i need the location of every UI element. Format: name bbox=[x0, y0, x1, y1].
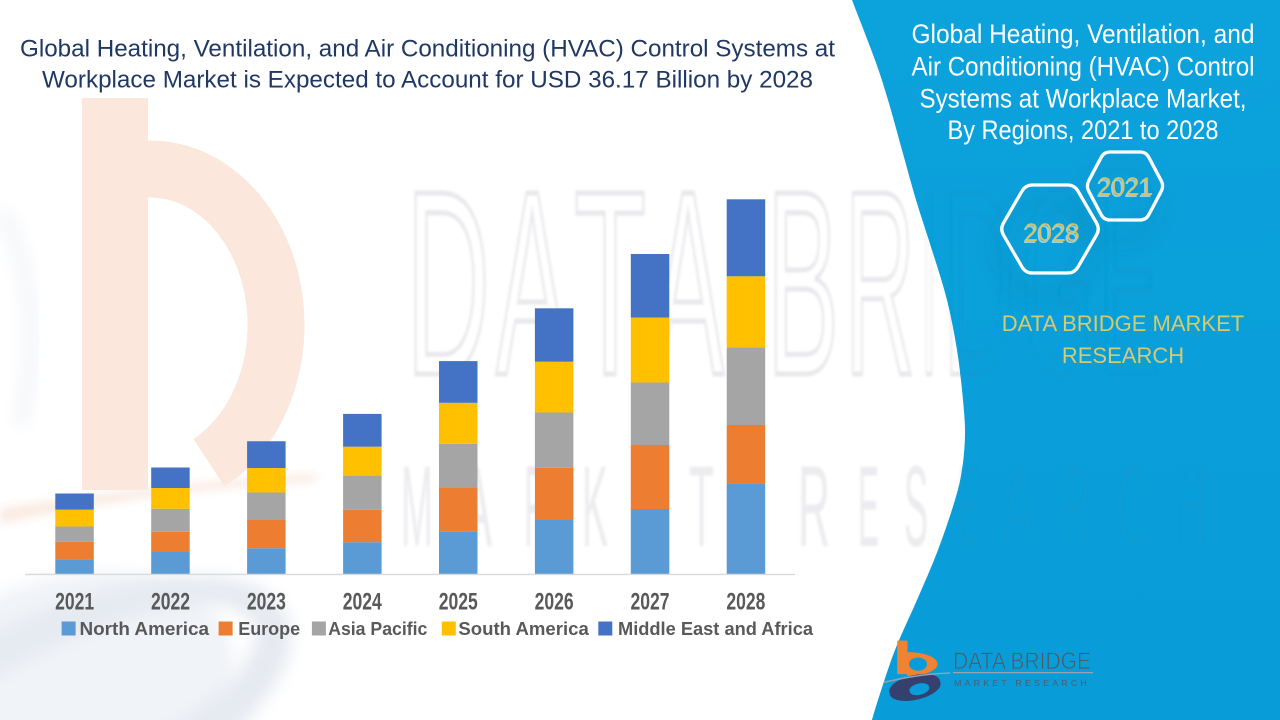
svg-text:Systems at Workplace Market,: Systems at Workplace Market, bbox=[920, 84, 1247, 114]
svg-text:Asia Pacific: Asia Pacific bbox=[328, 619, 427, 639]
svg-text:2022: 2022 bbox=[151, 588, 190, 615]
svg-text:Air Conditioning (HVAC) Contro: Air Conditioning (HVAC) Control bbox=[912, 51, 1255, 81]
svg-text:R: R bbox=[798, 443, 830, 571]
svg-text:R: R bbox=[1062, 443, 1090, 571]
svg-text:H: H bbox=[1178, 443, 1206, 571]
svg-text:R: R bbox=[845, 136, 915, 430]
svg-text:Europe: Europe bbox=[238, 619, 300, 639]
svg-text:2021: 2021 bbox=[1096, 175, 1152, 203]
svg-text:DATA BRIDGE: DATA BRIDGE bbox=[953, 648, 1091, 675]
svg-text:Middle East and Africa: Middle East and Africa bbox=[618, 619, 814, 639]
svg-text:E: E bbox=[958, 443, 978, 571]
svg-text:2028: 2028 bbox=[726, 588, 765, 615]
svg-text:K: K bbox=[582, 443, 608, 571]
svg-text:Global Heating, Ventilation, a: Global Heating, Ventilation, and Air Con… bbox=[20, 36, 835, 63]
svg-text:South America: South America bbox=[458, 619, 589, 639]
svg-text:G: G bbox=[1021, 136, 1093, 430]
svg-text:E: E bbox=[1099, 136, 1159, 430]
svg-text:B: B bbox=[767, 136, 839, 430]
svg-text:2028: 2028 bbox=[1023, 221, 1079, 249]
svg-text:2027: 2027 bbox=[631, 588, 670, 615]
svg-text:MARKET RESEARCH: MARKET RESEARCH bbox=[954, 678, 1090, 688]
svg-text:S: S bbox=[904, 443, 928, 571]
svg-text:RESEARCH: RESEARCH bbox=[1062, 343, 1184, 368]
svg-text:C: C bbox=[1118, 443, 1146, 571]
svg-text:M: M bbox=[401, 443, 433, 571]
svg-text:2021: 2021 bbox=[55, 588, 94, 615]
svg-text:2024: 2024 bbox=[343, 588, 382, 615]
svg-text:DATA BRIDGE MARKET: DATA BRIDGE MARKET bbox=[1002, 311, 1244, 336]
svg-text:2025: 2025 bbox=[439, 588, 478, 615]
svg-text:T: T bbox=[689, 443, 714, 571]
svg-text:2021: 2021 bbox=[1098, 173, 1154, 201]
svg-text:2028: 2028 bbox=[1024, 219, 1080, 247]
svg-text:2023: 2023 bbox=[247, 588, 286, 615]
svg-text:A: A bbox=[1002, 443, 1034, 571]
svg-text:2026: 2026 bbox=[535, 588, 574, 615]
svg-text:E: E bbox=[858, 443, 879, 571]
svg-text:Global Heating, Ventilation, a: Global Heating, Ventilation, and bbox=[912, 19, 1255, 49]
svg-text:By Regions, 2021 to 2028: By Regions, 2021 to 2028 bbox=[948, 115, 1219, 145]
svg-text:Workplace Market is Expected t: Workplace Market is Expected to Account … bbox=[42, 66, 813, 93]
svg-text:North America: North America bbox=[80, 619, 211, 639]
